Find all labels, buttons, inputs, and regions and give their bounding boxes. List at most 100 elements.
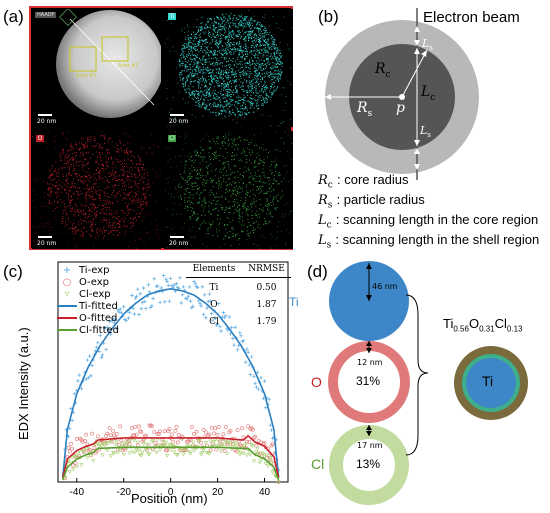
composite-core [466, 358, 516, 408]
ti-exp-point [98, 333, 103, 338]
o-exp-point [104, 433, 109, 438]
x-tick-label: 20 [212, 487, 224, 498]
plot-frame [57, 261, 289, 483]
ti-exp-point [77, 373, 81, 377]
o-exp-point [92, 445, 97, 450]
cl-exp-point [232, 441, 238, 446]
core-shell-schematic [325, 8, 479, 180]
table-row: Ti 0.50 [209, 283, 277, 293]
o-exp-point [108, 433, 113, 438]
ti-exp-point [166, 283, 171, 288]
ti-exp-point [127, 310, 132, 315]
ti-exp-point [185, 297, 189, 301]
ti-exp-point [89, 374, 93, 378]
x-tick-label: -40 [70, 487, 85, 498]
cl-exp-point [143, 448, 149, 453]
cl-fitted-line [61, 446, 280, 481]
ti-exp-point [267, 397, 272, 402]
o-exp-point [66, 445, 71, 450]
ti-exp-point [221, 310, 226, 315]
o-exp-point [73, 460, 78, 465]
cl-exp-point [250, 444, 256, 448]
table-row: Cl 1.79 [209, 317, 277, 327]
cl-exp-point [105, 448, 110, 453]
cl-exp-point [237, 452, 243, 457]
cl-exp-point [251, 459, 257, 464]
cl-exp-point [217, 444, 223, 448]
cl-exp-point [122, 444, 128, 449]
ti-exp-point [195, 285, 200, 290]
ti-exp-point [165, 279, 169, 284]
o-exp-point [253, 434, 258, 439]
definition-rs: Rs : particle radius [318, 192, 425, 211]
electron-beam-title: Electron beam [423, 9, 520, 26]
o-exp-point [134, 432, 139, 437]
o-exp-point [248, 427, 253, 432]
scale-bar [170, 114, 184, 116]
ti-exp-point [90, 363, 94, 368]
cl-exp-point [75, 452, 81, 457]
cl-exp-point [222, 444, 227, 449]
definitions-list: Rc : core radius Rs : particle radius Lc… [318, 172, 539, 252]
ti-exp-point [235, 347, 240, 352]
center-point [399, 94, 405, 100]
cl-exp-point [123, 440, 129, 445]
ti-exp-point [151, 296, 155, 301]
cl-exp-point [133, 450, 138, 455]
edx-line-chart: -40 -20 0 20 40 [57, 261, 289, 498]
ti-exp-point [229, 325, 234, 330]
ti-exp-point [233, 325, 237, 330]
cl-exp-point [224, 452, 230, 456]
ti-exp-point [155, 284, 160, 288]
cl-exp-point [147, 452, 152, 457]
o-exp-point [235, 428, 240, 433]
panel-label-a: (a) [3, 7, 24, 26]
ti-exp-point [152, 276, 157, 281]
o-exp-point [139, 430, 144, 434]
ti-element-label: Ti [289, 295, 299, 309]
ti-exp-point [188, 299, 193, 303]
cl-exp-point [103, 442, 109, 447]
ti-exp-point [268, 423, 273, 428]
ti-exp-point [167, 299, 172, 303]
ti-exp-point [205, 306, 209, 310]
ti-exp-point [85, 358, 90, 362]
o-exp-point [209, 425, 214, 430]
cl-exp-point [211, 440, 217, 444]
ti-exp-point [164, 277, 168, 281]
cl-exp-point [208, 439, 213, 444]
ti-exp-point [241, 338, 246, 343]
ti-exp-point [249, 355, 254, 359]
o-exp-point [222, 448, 227, 453]
ti-exp-point [135, 287, 140, 292]
cl-exp-point [263, 461, 268, 466]
cl-exp-point [262, 455, 267, 459]
ti-exp-point [187, 285, 192, 289]
ti-exp-point [150, 304, 154, 308]
ti-exp-point [133, 296, 138, 300]
x-tick-label: 40 [259, 487, 271, 498]
o-exp-point [252, 435, 256, 440]
cl-exp-point [207, 452, 212, 456]
cl-exp-point [110, 450, 116, 455]
x-tick-label: 0 [168, 487, 174, 498]
o-exp-point [166, 429, 171, 433]
o-exp-point [246, 424, 251, 429]
cl-exp-point [161, 440, 166, 444]
ti-exp-point [262, 379, 267, 383]
ti-exp-point [236, 343, 241, 348]
cl-exp-point [191, 448, 197, 453]
scale-bar [170, 236, 184, 238]
chart-legend: + Ti-exp ○ O-exp ▿ Cl-exp Ti-fitted O-fitte… [55, 265, 119, 337]
ti-exp-point [116, 308, 120, 312]
cl-exp-point [168, 448, 173, 453]
o-exp-point [110, 439, 114, 444]
ti-exp-point [87, 354, 92, 358]
cl-exp-point [83, 447, 89, 451]
scale-text: 20 nm [37, 118, 57, 125]
scan-line [69, 18, 155, 106]
ti-exp-point [220, 315, 225, 319]
o-map-dots [32, 131, 161, 249]
ti-exp-point [232, 343, 236, 347]
legend-item: O-fitted [55, 313, 119, 325]
